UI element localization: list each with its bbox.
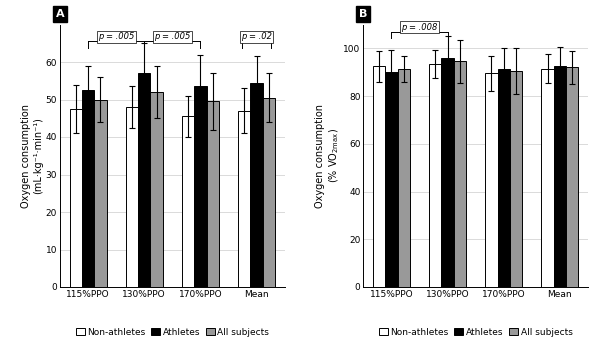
Bar [497,69,510,287]
Bar [454,62,466,287]
Bar [182,116,194,287]
Bar [554,66,566,287]
Bar [94,99,107,287]
Bar [442,58,454,287]
Bar [126,107,138,287]
Bar [138,73,151,287]
Y-axis label: Oxygen consumption
(% VO$_{2\mathrm{max}}$): Oxygen consumption (% VO$_{2\mathrm{max}… [315,104,341,208]
Bar [373,66,385,287]
Bar [151,92,163,287]
Bar [82,90,94,287]
Y-axis label: Oxygen consumption
(mL·kg⁻¹·min⁻¹): Oxygen consumption (mL·kg⁻¹·min⁻¹) [22,104,43,208]
Legend: Non-athletes, Athletes, All subjects: Non-athletes, Athletes, All subjects [72,324,273,340]
Bar [398,69,410,287]
Bar [263,98,275,287]
Text: p = .005: p = .005 [154,33,191,41]
Text: p = .005: p = .005 [98,33,134,41]
Bar [238,111,250,287]
Bar [206,102,219,287]
Bar [541,69,554,287]
Bar [485,74,497,287]
Text: p = .008: p = .008 [401,23,437,32]
Bar [510,71,522,287]
Bar [194,86,206,287]
Bar [385,72,398,287]
Bar [566,68,578,287]
Text: p = .02: p = .02 [241,33,272,41]
Text: B: B [359,9,367,19]
Bar [429,64,442,287]
Bar [70,109,82,287]
Bar [250,83,263,287]
Text: A: A [56,9,64,19]
Legend: Non-athletes, Athletes, All subjects: Non-athletes, Athletes, All subjects [375,324,576,340]
